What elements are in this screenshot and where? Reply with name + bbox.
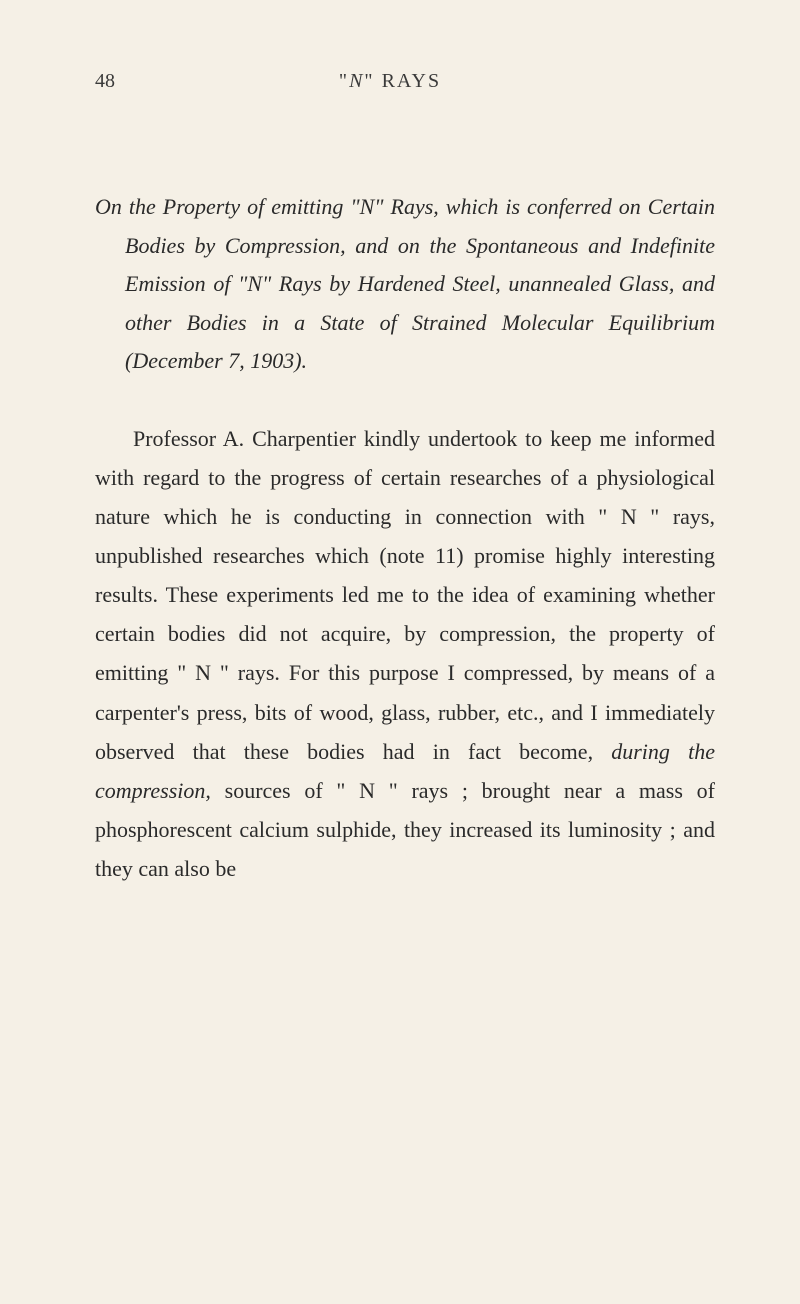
running-title-suffix: " RAYS bbox=[364, 70, 441, 92]
running-title: "N" RAYS bbox=[115, 70, 665, 93]
page-header: 48 "N" RAYS bbox=[95, 70, 715, 93]
article-title: On the Property of emitting "N" Rays, wh… bbox=[95, 188, 715, 381]
running-title-letter: N bbox=[349, 70, 364, 92]
quote-open: " bbox=[339, 70, 349, 92]
body-paragraph: Professor A. Charpentier kindly undertoo… bbox=[95, 419, 715, 889]
page-number: 48 bbox=[95, 70, 115, 93]
